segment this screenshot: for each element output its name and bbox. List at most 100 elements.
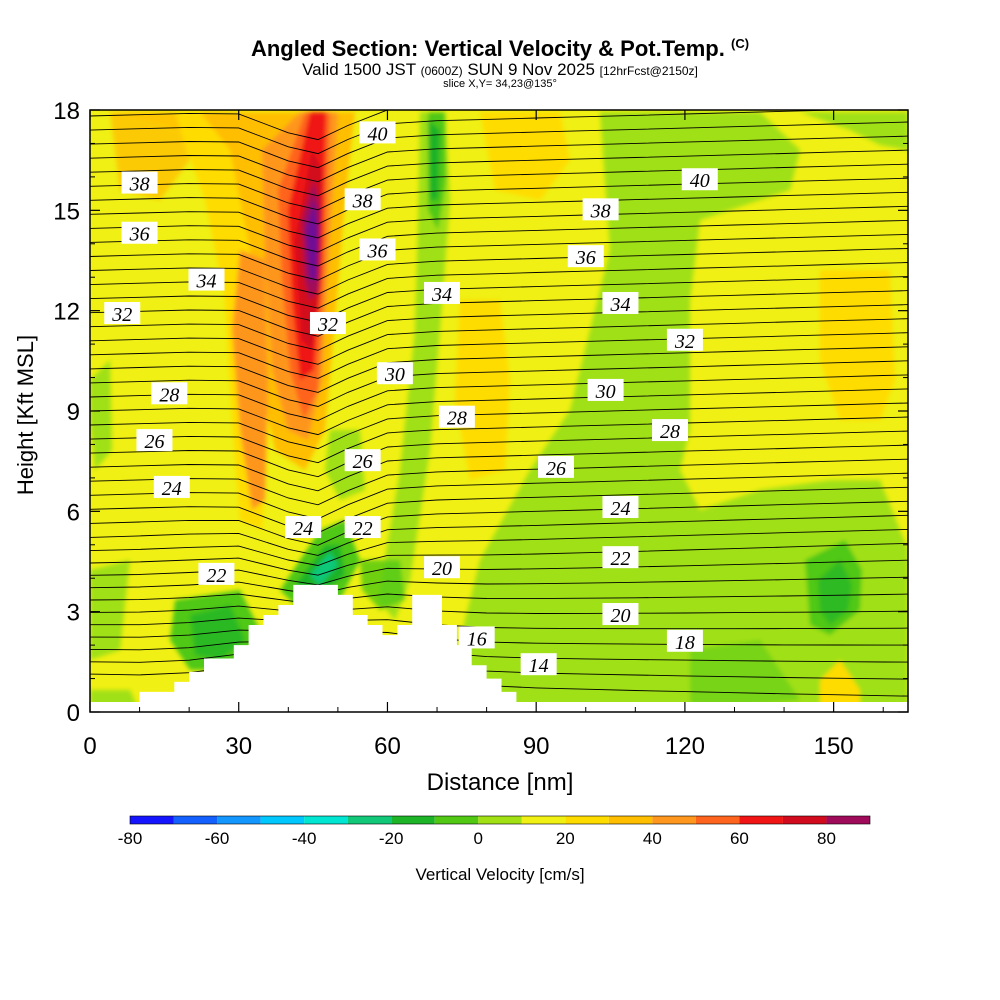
x-tick-label: 150 [814,733,854,760]
isentrope-line [90,177,908,225]
isentrope-label-text: 36 [367,240,388,262]
isentrope-label-text: 32 [317,314,338,336]
y-tick-label: 6 [67,499,80,526]
isentrope-label: 28 [151,382,188,406]
isentrope-line [90,262,908,309]
isentrope-label: 38 [121,171,158,196]
colorbar-tick-label: -40 [292,829,317,848]
y-tick-label: 18 [53,98,80,125]
isentrope-line [90,304,908,351]
isentrope-label: 28 [438,405,475,430]
isentrope-label-text: 30 [595,381,616,403]
colorbar-bin [391,816,435,824]
y-axis-label: Height [Kft MSL] [13,335,38,495]
colorbar-tick-label: 60 [730,829,749,848]
colorbar-bin [478,816,522,824]
isentrope-label: 26 [344,449,381,473]
valid-time: Valid 1500 JST (0600Z) SUN 9 Nov 2025 [1… [302,60,698,79]
isentrope-line [90,472,908,520]
isentrope-label: 28 [652,419,689,443]
isentrope-label-text: 32 [674,331,695,353]
isentrope-line [90,500,908,546]
y-tick-label: 9 [67,399,80,426]
isentrope-line [90,149,908,197]
isentrope-label-text: 24 [610,498,630,520]
x-tick-label: 30 [225,733,252,760]
isentrope-label: 22 [344,516,381,540]
isentrope-label-text: 22 [206,565,226,587]
x-tick-label: 90 [523,733,550,760]
y-tick-label: 0 [67,700,80,727]
x-tick-label: 60 [374,733,401,760]
colorbar-bin [173,816,218,824]
isentrope-label-text: 20 [432,558,452,580]
isentrope-line [90,135,908,183]
isentrope-label: 22 [198,562,235,587]
isentrope-line [90,205,908,253]
isentrope-label-text: 26 [353,451,373,473]
isentrope-label: 24 [153,475,190,500]
y-tick-label: 12 [53,299,80,326]
isentrope-label-text: 34 [196,271,217,293]
colorbar-label: Vertical Velocity [cm/s] [415,865,584,884]
isentrope-line [90,110,851,155]
isentrope-label: 36 [121,221,158,246]
isentrope-label-text: 28 [159,384,179,406]
isentrope-line [90,559,908,586]
isentrope-label-text: 40 [368,123,388,145]
colorbar-bin [217,816,261,824]
x-tick-label: 0 [83,733,96,760]
isentrope-line [90,458,908,506]
isentrope-line [90,430,908,478]
isentrope-line [90,388,908,436]
isentrope-line [90,374,908,421]
colorbar-tick-label: -80 [118,829,143,848]
isentrope-label-text: 22 [610,548,630,570]
contour-labels: 14 16 18 20 20 22 22 22 24 24 24 26 26 26 28 28 28 30 30 32… [104,121,718,677]
isentrope-line [90,416,908,464]
colorbar: -80 -60 -40 -20 0 20 40 60 80 [118,815,871,848]
isentrope-label: 32 [104,302,141,326]
isentrope-label: 14 [520,653,557,677]
copyright-mark: (C) [731,36,750,51]
isentrope-line [90,121,908,169]
isentrope-label-text: 18 [675,632,695,654]
isentrope-label: 40 [681,168,718,192]
isentrope-line [90,219,908,267]
colorbar-bin [434,816,479,824]
isentrope-line [90,191,908,239]
colorbar-tick-label: -20 [379,829,404,848]
isentrope-line [90,444,908,492]
isentrope-label: 24 [602,495,639,520]
isentrope-line [90,576,908,596]
colorbar-bin [608,816,653,824]
velocity-field [90,110,908,712]
isentrope-label-text: 24 [162,478,182,500]
isentrope-line [90,290,908,337]
isentrope-label: 20 [602,603,639,627]
isentrope-label-text: 38 [129,174,150,196]
colorbar-bin [826,816,870,824]
isentrope-label: 20 [423,556,460,580]
isentrope-line [90,640,908,663]
colorbar-bin [304,816,348,824]
isentrope-label: 22 [602,546,639,570]
isentrope-label-text: 38 [352,190,373,212]
colorbar-tick-label: 40 [643,829,662,848]
isentrope-label: 40 [359,121,396,145]
isentrope-line [90,276,908,323]
isentrope-label: 30 [587,378,624,403]
isentrope-line [90,605,908,615]
isentrope-line [90,163,908,211]
isentrope-label-text: 40 [690,170,710,192]
isentrope-label: 26 [136,429,173,453]
y-tick-label: 15 [53,198,80,225]
isentrope-label: 16 [458,626,495,650]
colorbar-tick-label: 20 [556,829,575,848]
isentrope-label: 32 [309,312,346,336]
isentrope-label-text: 28 [447,408,467,430]
colorbar-bin [565,816,609,824]
isentrope-label-text: 34 [609,294,630,316]
isentrope-label: 26 [538,455,575,480]
